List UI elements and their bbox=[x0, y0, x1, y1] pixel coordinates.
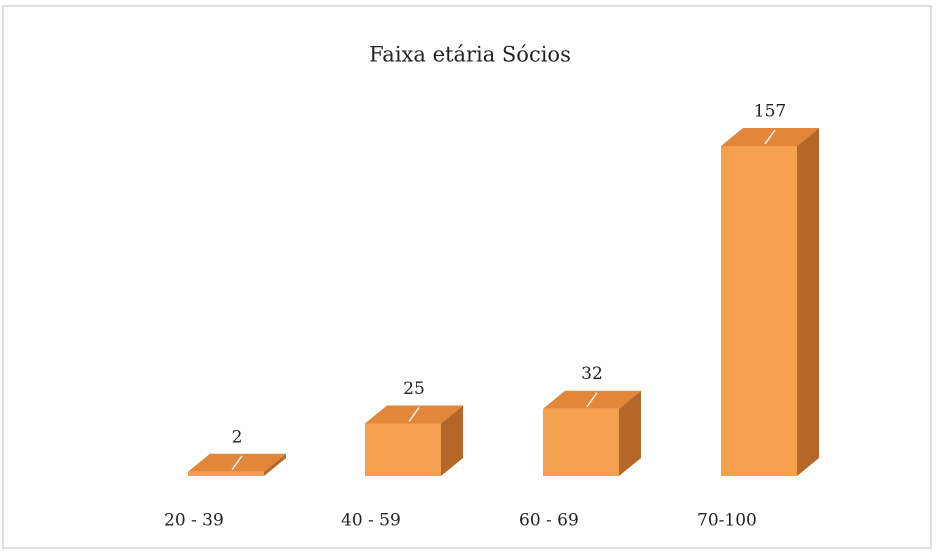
bar bbox=[543, 408, 619, 476]
bar bbox=[188, 471, 264, 476]
leader-line bbox=[231, 455, 243, 471]
x-tick-label: 40 - 59 bbox=[341, 511, 401, 531]
data-label: 2 bbox=[232, 427, 243, 447]
x-tick-label: 70-100 bbox=[697, 511, 757, 531]
bar-side bbox=[619, 390, 641, 476]
data-label: 157 bbox=[754, 102, 786, 122]
bar bbox=[365, 423, 441, 476]
bar-side bbox=[264, 453, 286, 476]
bar-side bbox=[441, 405, 463, 476]
leader-line bbox=[586, 392, 598, 408]
leader-line bbox=[408, 407, 420, 422]
x-tick-label: 20 - 39 bbox=[164, 511, 224, 531]
data-label: 25 bbox=[403, 379, 425, 399]
bar bbox=[721, 146, 797, 476]
x-tick-label: 60 - 69 bbox=[519, 511, 579, 531]
leader-line bbox=[764, 129, 776, 145]
chart-title: Faixa etária Sócios bbox=[369, 43, 571, 67]
data-label: 32 bbox=[581, 364, 603, 384]
bar-side bbox=[797, 128, 819, 476]
